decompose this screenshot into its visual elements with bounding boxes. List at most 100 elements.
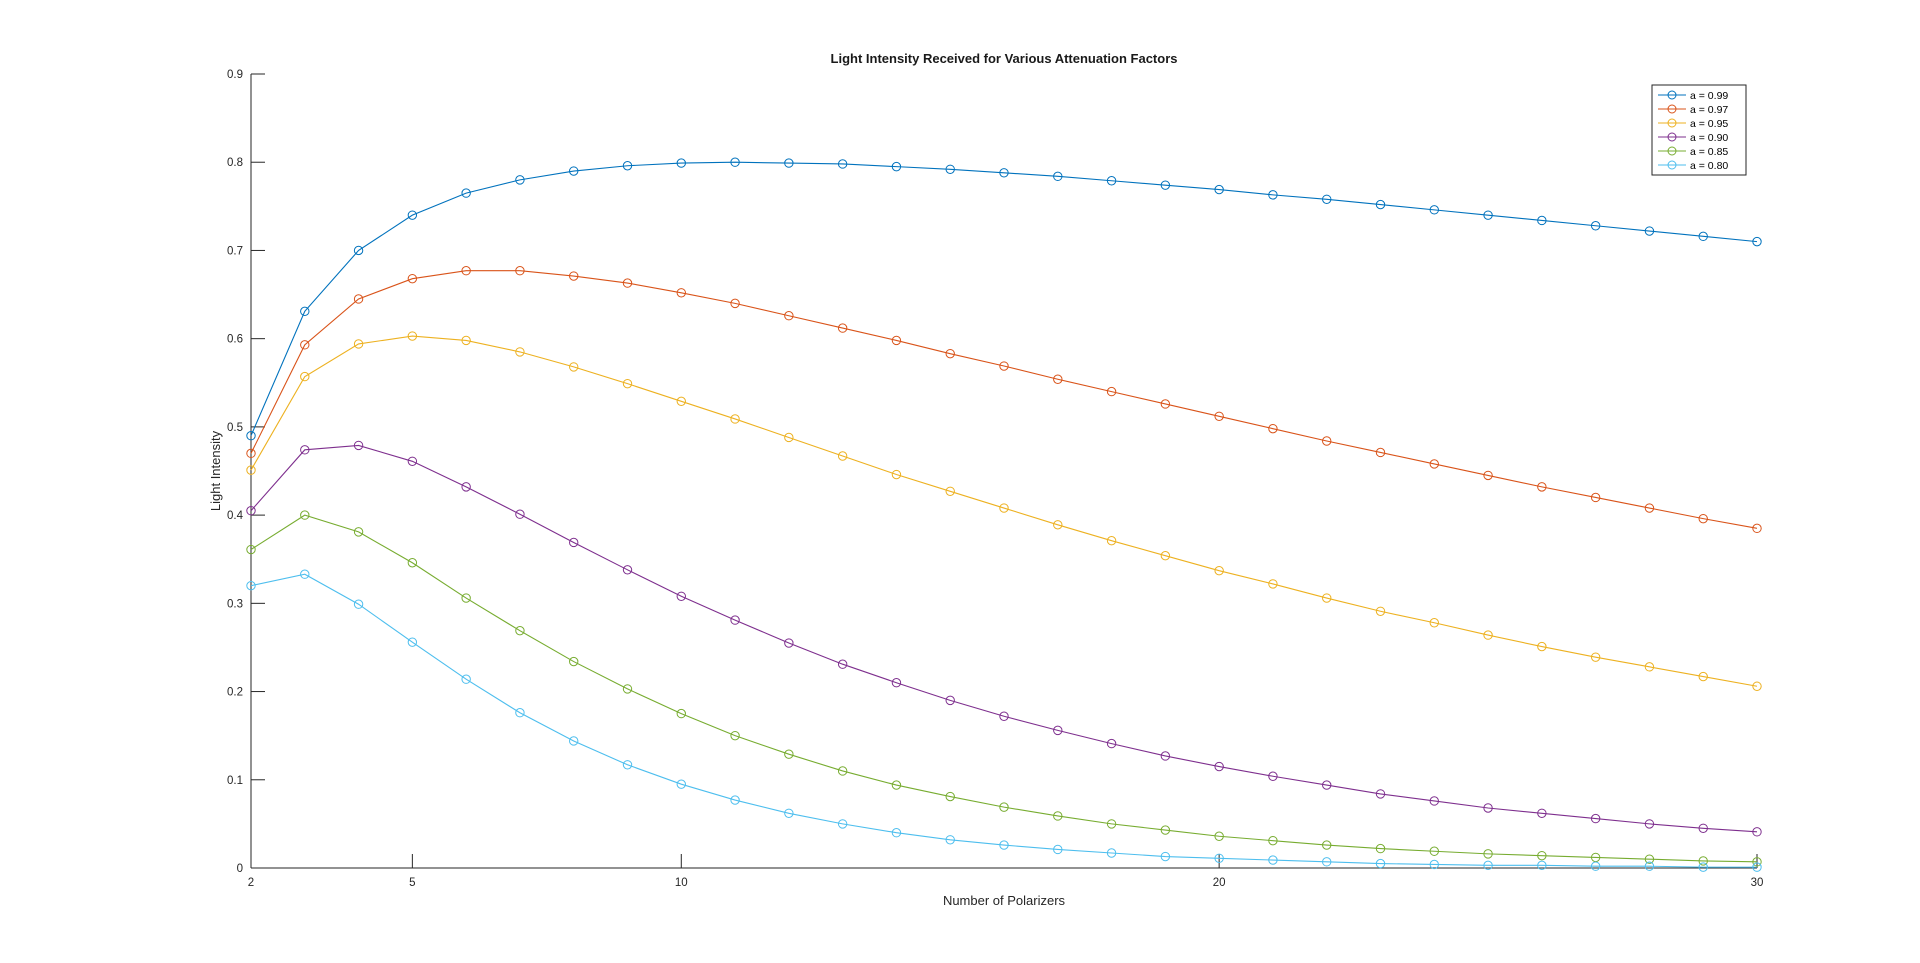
data-point-marker — [1483, 210, 1493, 220]
legend-label: a = 0.99 — [1690, 90, 1728, 102]
data-point-marker — [1644, 861, 1655, 871]
data-point-marker — [1214, 831, 1224, 841]
plot-area — [246, 157, 1762, 872]
data-point-marker — [1644, 662, 1655, 672]
data-point-marker — [1375, 858, 1386, 869]
x-tick-label: 10 — [675, 877, 688, 889]
data-point-marker — [999, 711, 1009, 721]
y-tick-label: 0.2 — [227, 687, 243, 699]
data-point-marker — [1483, 470, 1493, 481]
data-point-marker — [1375, 789, 1386, 799]
data-point-marker — [1375, 843, 1386, 854]
data-point-marker — [407, 637, 418, 647]
data-point-marker — [1590, 221, 1601, 231]
data-point-marker — [246, 506, 256, 516]
data-point-marker — [1752, 827, 1762, 837]
data-point-marker — [1106, 386, 1117, 397]
legend-marker — [1667, 118, 1677, 128]
data-point-marker — [1429, 796, 1439, 806]
data-point-marker — [246, 580, 256, 591]
data-point-marker — [1214, 761, 1224, 772]
data-point-marker — [1644, 854, 1655, 864]
data-point-marker — [622, 378, 633, 389]
data-point-marker — [1537, 850, 1547, 861]
data-point-marker — [837, 159, 848, 169]
legend-label: a = 0.90 — [1690, 132, 1728, 144]
legend: a = 0.99 a = 0.97 a = 0.95 a = 0.90 a = 0.85… — [1651, 84, 1747, 176]
data-point-marker — [1698, 856, 1708, 866]
data-point-marker — [676, 396, 686, 407]
data-point-marker — [569, 271, 579, 281]
data-point-marker — [945, 164, 955, 174]
series-a-0-95 — [246, 331, 1762, 691]
data-point-marker — [1375, 606, 1386, 616]
data-point-marker — [784, 311, 794, 321]
data-point-marker — [1483, 849, 1493, 859]
data-point-marker — [891, 469, 902, 480]
data-point-marker — [1160, 399, 1171, 409]
data-point-marker — [1268, 579, 1278, 589]
data-point-marker — [730, 615, 740, 625]
data-point-marker — [784, 749, 794, 759]
data-point-marker — [407, 273, 418, 284]
y-tick-label: 0.3 — [227, 598, 243, 610]
data-point-marker — [1429, 205, 1439, 215]
data-point-marker — [461, 188, 471, 198]
data-point-marker — [1106, 535, 1117, 546]
data-point-marker — [945, 348, 955, 359]
data-point-marker — [784, 432, 794, 443]
data-point-marker — [569, 736, 579, 746]
series-a-0-90 — [246, 440, 1762, 837]
data-point-marker — [461, 335, 471, 346]
data-point-marker — [1053, 374, 1063, 384]
data-point-marker — [1106, 819, 1117, 829]
series-line — [250, 335, 1758, 687]
data-point-marker — [461, 674, 471, 684]
legend-marker — [1667, 146, 1677, 156]
data-point-marker — [999, 840, 1009, 850]
data-point-marker — [1429, 846, 1439, 856]
data-point-marker — [730, 795, 740, 805]
data-point-marker — [246, 448, 256, 459]
data-point-marker — [676, 779, 686, 789]
data-point-marker — [1752, 857, 1762, 867]
series-line — [250, 514, 1758, 863]
data-point-marker — [891, 780, 902, 790]
data-point-marker — [891, 335, 902, 346]
data-point-marker — [1268, 855, 1278, 865]
data-point-marker — [1698, 231, 1708, 242]
data-point-marker — [1322, 857, 1332, 867]
data-point-marker — [1698, 862, 1708, 872]
data-point-marker — [407, 456, 418, 466]
data-point-marker — [569, 166, 579, 176]
data-point-marker — [300, 371, 310, 382]
data-point-marker — [1537, 482, 1547, 492]
data-point-marker — [353, 245, 364, 256]
data-point-marker — [945, 486, 955, 496]
data-point-marker — [1644, 819, 1655, 829]
data-point-marker — [353, 294, 364, 304]
y-tick-label: 0.5 — [227, 422, 243, 434]
data-point-marker — [300, 569, 310, 579]
data-point-marker — [784, 808, 794, 819]
series-line — [250, 270, 1758, 529]
series-line — [250, 161, 1758, 436]
data-point-marker — [1483, 860, 1493, 871]
data-point-marker — [676, 591, 686, 601]
data-point-marker — [1752, 523, 1762, 534]
data-point-marker — [1590, 492, 1601, 503]
data-point-marker — [461, 482, 471, 492]
data-point-marker — [1053, 844, 1063, 855]
series-a-0-80 — [246, 569, 1762, 872]
legend-marker — [1667, 90, 1677, 100]
y-axis-label: Light Intensity — [208, 430, 223, 511]
data-point-marker — [622, 760, 633, 770]
data-point-marker — [1483, 630, 1493, 640]
data-point-marker — [1106, 738, 1117, 749]
data-point-marker — [569, 537, 579, 548]
x-tick-label: 2 — [248, 877, 254, 889]
data-point-marker — [1160, 180, 1171, 190]
data-point-marker — [730, 298, 740, 309]
data-point-marker — [407, 210, 418, 220]
